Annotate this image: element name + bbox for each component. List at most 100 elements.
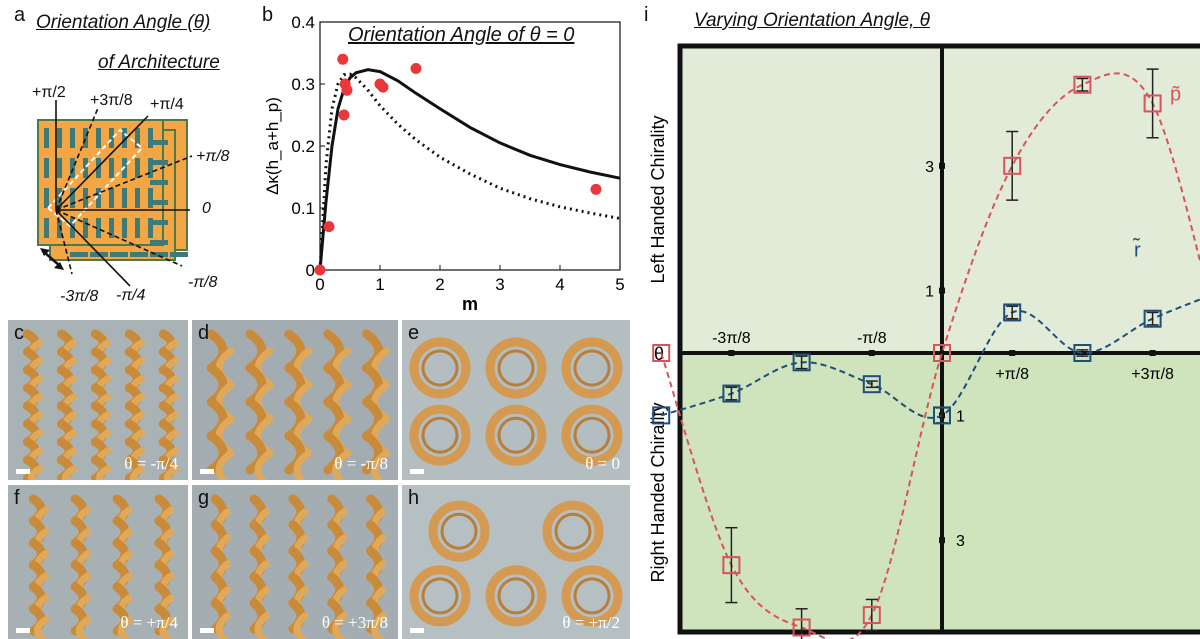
fiber [122,218,127,238]
fiber [57,188,62,208]
fiber [109,128,114,148]
ribbon-segment [33,616,49,639]
fiber [70,252,88,257]
curled-rings-image [409,337,623,466]
x-tick-label: +3π/8 [1131,366,1174,383]
twisted-ribbons-image [28,494,175,639]
photo-panel-f: f θ = +π/4 [8,485,188,639]
fiber [44,188,49,208]
y-tick-label: 0.3 [291,75,315,94]
x-tick-label: +π/8 [995,366,1029,383]
fiber [96,218,101,238]
photo-panel-c: c θ = -π/4 [8,320,188,480]
ring-inner [573,577,611,615]
angle-label-p-3pi-8: +3π/8 [90,92,133,109]
photo-caption: θ = -π/8 [334,454,388,473]
ribbon-segment [129,465,145,480]
ribbon [22,329,43,480]
ribbon-segment [215,347,235,389]
ring-inner [497,349,535,387]
r-label: r̃ [1132,238,1141,262]
x-tick-label: -3π/8 [712,330,751,347]
x-tick [1009,350,1016,356]
y-tick-label: 3 [956,533,965,550]
scale-bar [200,628,214,633]
ribbon [366,494,387,639]
fiber [57,218,62,238]
ribbon-segment [215,415,235,457]
twisted-ribbons-image [22,329,179,480]
p-marker [933,344,951,362]
ribbon-segment [254,415,274,457]
fiber [122,188,127,208]
x-tick-label: -π/8 [857,330,887,347]
fiber [83,158,88,178]
photo-letter: g [198,487,210,509]
fiber [109,158,114,178]
fiber [109,218,114,238]
angle-label-p-pi-8: +π/8 [196,148,230,165]
ribbon-segment [245,431,267,475]
ribbon [70,494,91,639]
x-tick [728,350,735,356]
fiber [44,158,49,178]
fiber [70,128,75,148]
ribbon-segment [293,612,309,639]
ring [428,500,490,562]
ring-inner [440,512,478,550]
data-point [377,81,389,93]
angle-label-m-3pi-8: -3π/8 [60,288,99,305]
r-marker [933,406,951,425]
ring-inner [573,349,611,387]
chart-b-legend: Orientation Angle of θ = 0 [348,24,575,46]
y-tick-label: 1 [956,408,965,425]
photo-caption: θ = +π/4 [120,613,178,632]
angle-label-zero: 0 [202,200,211,217]
p-label: p̃ [1170,83,1181,105]
p-marker [652,344,671,362]
r-marker [652,406,671,425]
ribbon-segment [371,347,391,389]
y-axis-label: Δκ(h_a+h_p) [263,97,282,195]
fiber [148,158,153,178]
scale-bar [410,628,424,633]
fiber [83,188,88,208]
ribbon-segment [215,381,235,423]
ring-inner [421,577,459,615]
left-handed-label: Left Handed Chirality [648,115,668,283]
fiber [135,188,140,208]
ribbon-segment [293,347,313,389]
ribbon-segment [293,381,313,423]
twisted-ribbons-image [210,494,387,639]
ribbon [284,329,313,480]
x-tick-label: 2 [435,275,444,294]
ring [409,565,471,627]
ring-inner [421,416,459,454]
twisted-ribbons-image [206,329,391,480]
ring [409,404,471,466]
panel-a-title-line1: Orientation Angle (θ) [36,12,211,33]
y-tick-label: 0.4 [291,13,315,32]
data-point [338,109,350,121]
x-tick [868,350,875,356]
x-tick-label: 1 [375,275,384,294]
y-tick-label: 0.1 [291,199,315,218]
fiber [109,188,114,208]
fiber [44,128,49,148]
scale-bar [16,469,30,474]
panel-i-letter: i [644,4,649,26]
ribbon-segment [75,616,91,639]
photo-panel-e: e θ = 0 [402,320,630,480]
fiber [148,128,153,148]
ribbon [327,494,348,639]
angle-label-m-pi-4: -π/4 [116,287,146,304]
y-tick [939,537,945,544]
p-marker [1073,75,1092,94]
photo-letter: c [14,322,24,344]
fiber [96,128,101,148]
ribbon-segment [332,415,352,457]
fiber [135,128,140,148]
ribbon-segment [215,612,231,639]
data-point [590,183,602,195]
x-axis-label: m [462,294,478,314]
